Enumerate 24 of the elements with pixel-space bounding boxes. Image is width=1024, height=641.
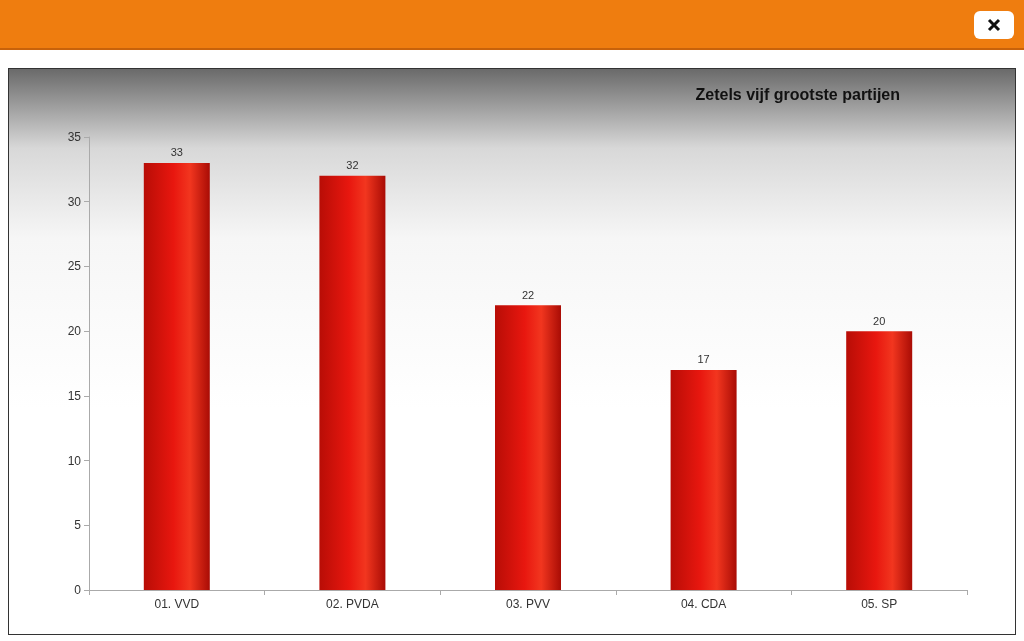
chart-title: Zetels vijf grootste partijen <box>695 85 900 103</box>
data-label: 20 <box>873 314 886 327</box>
y-tick-label: 10 <box>67 453 82 468</box>
y-tick-label: 30 <box>67 194 82 209</box>
bar <box>143 162 210 590</box>
data-label: 17 <box>697 353 710 366</box>
bar <box>495 305 561 590</box>
y-tick-label: 25 <box>67 259 82 274</box>
x-tick-label: 05. SP <box>861 597 898 611</box>
bar <box>670 369 737 590</box>
bar <box>319 175 386 590</box>
data-label: 22 <box>521 288 535 301</box>
y-tick-label: 15 <box>67 388 82 403</box>
y-tick-label: 20 <box>67 324 82 339</box>
x-tick-label: 04. CDA <box>680 597 727 611</box>
x-tick-label: 02. PVDA <box>326 597 379 611</box>
data-label: 33 <box>170 146 183 159</box>
y-tick-label: 5 <box>74 518 82 533</box>
x-tick-label: 01. VVD <box>154 597 200 611</box>
x-tick-label: 03. PVV <box>505 597 551 611</box>
data-label: 32 <box>346 159 359 172</box>
y-tick-label: 35 <box>67 130 82 144</box>
bar <box>846 331 913 590</box>
y-tick-label: 0 <box>74 583 82 597</box>
